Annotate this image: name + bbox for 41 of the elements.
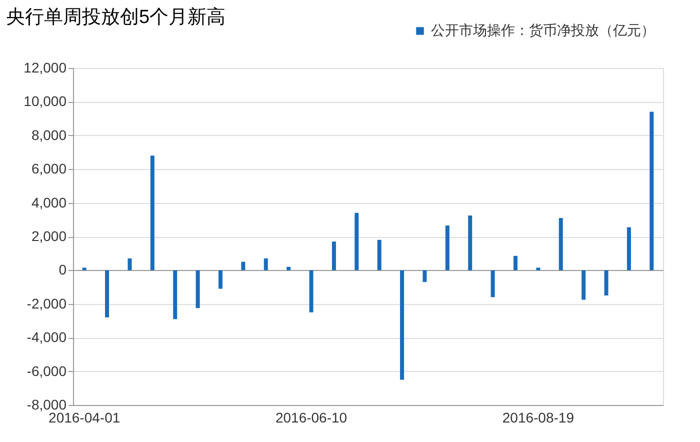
bar (196, 270, 200, 308)
y-tick-label: -8,000 (26, 396, 67, 412)
bar (173, 270, 178, 320)
bar (105, 270, 110, 318)
bar (150, 156, 154, 270)
bar (490, 270, 495, 298)
bar (536, 268, 540, 270)
bar (82, 268, 86, 270)
x-tick-label: 2016-08-19 (502, 410, 574, 426)
bar (468, 215, 472, 270)
bar (422, 270, 427, 282)
chart-title: 央行单周投放创5个月新高 (6, 6, 226, 30)
y-tick-label: 6,000 (31, 160, 67, 177)
bar (241, 262, 246, 270)
y-tick-label: 10,000 (24, 93, 67, 110)
y-tick-label: -6,000 (26, 362, 67, 379)
legend-label: 公开市场操作：货币净投放（亿元） (431, 22, 655, 38)
y-tick-label: 2,000 (31, 228, 67, 244)
bar (128, 258, 132, 270)
bar (626, 227, 631, 270)
y-tick-label: -4,000 (26, 329, 67, 346)
bar (218, 270, 222, 289)
bar (309, 270, 314, 312)
bar (400, 270, 404, 380)
y-tick-label: 0 (58, 262, 67, 278)
bar (377, 240, 382, 270)
x-tick-label: 2016-04-01 (48, 410, 120, 426)
bar (558, 218, 563, 270)
bar (650, 112, 654, 270)
x-tick-label: 2016-06-10 (275, 410, 348, 426)
bar (445, 226, 450, 270)
bar (264, 258, 268, 270)
bar (514, 256, 518, 270)
y-tick-label: 8,000 (31, 126, 67, 143)
bar (354, 212, 359, 270)
y-tick-label: -2,000 (26, 295, 67, 312)
bar (582, 270, 586, 300)
y-tick-label: 4,000 (31, 194, 67, 210)
bar (604, 270, 608, 296)
bar (332, 242, 336, 270)
y-tick-label: 12,000 (24, 60, 67, 76)
